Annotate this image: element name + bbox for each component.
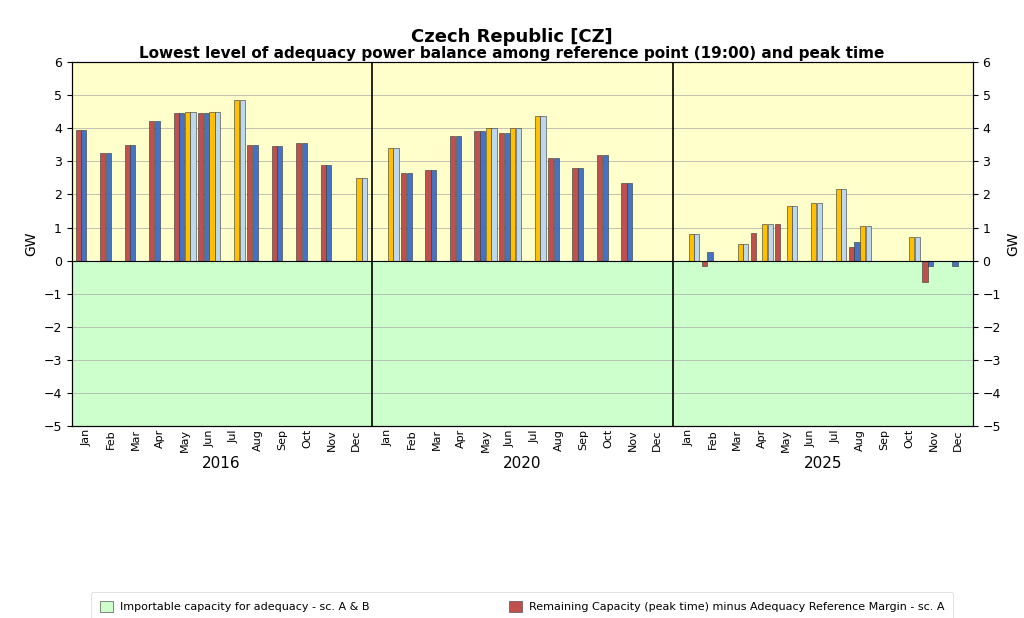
Bar: [817, 203, 822, 261]
Bar: [485, 128, 490, 261]
Legend: Importable capacity for adequacy - sc. A & B, Exportable capacity for adequacy -: Importable capacity for adequacy - sc. A…: [91, 593, 953, 618]
Bar: [751, 232, 756, 261]
Bar: [909, 237, 914, 261]
Bar: [190, 111, 196, 261]
Bar: [204, 113, 209, 261]
Bar: [516, 128, 521, 261]
Bar: [233, 100, 239, 261]
Bar: [431, 169, 436, 261]
Bar: [860, 226, 865, 261]
Bar: [425, 169, 430, 261]
Bar: [400, 173, 407, 261]
Bar: [240, 100, 245, 261]
Bar: [865, 226, 871, 261]
Bar: [296, 143, 301, 261]
Bar: [793, 206, 798, 261]
Bar: [688, 234, 693, 261]
Bar: [708, 252, 713, 261]
Bar: [786, 206, 792, 261]
Bar: [952, 261, 957, 266]
Bar: [327, 164, 332, 261]
Bar: [492, 128, 497, 261]
Bar: [388, 148, 393, 261]
Bar: [572, 168, 578, 261]
Bar: [130, 145, 135, 261]
Bar: [849, 247, 854, 261]
Bar: [811, 203, 816, 261]
Bar: [836, 189, 841, 261]
Bar: [253, 145, 258, 261]
Bar: [701, 261, 707, 266]
Bar: [100, 153, 105, 261]
Bar: [407, 173, 412, 261]
Bar: [81, 130, 86, 261]
Bar: [775, 224, 780, 261]
Bar: [597, 154, 602, 261]
Bar: [627, 183, 632, 261]
Bar: [125, 145, 130, 261]
Bar: [72, 62, 973, 261]
Bar: [579, 168, 584, 261]
Bar: [854, 242, 859, 261]
Bar: [105, 153, 111, 261]
Bar: [743, 244, 749, 261]
Bar: [510, 128, 515, 261]
Bar: [474, 132, 479, 261]
Bar: [362, 178, 368, 261]
Bar: [155, 122, 160, 261]
Bar: [499, 133, 504, 261]
Bar: [179, 113, 184, 261]
Bar: [185, 111, 190, 261]
Bar: [173, 113, 179, 261]
Y-axis label: GW: GW: [1007, 232, 1021, 256]
Bar: [198, 113, 203, 261]
Bar: [505, 133, 510, 261]
Text: 2020: 2020: [503, 456, 542, 472]
Bar: [302, 143, 307, 261]
Bar: [321, 164, 326, 261]
Bar: [278, 146, 283, 261]
Bar: [737, 244, 742, 261]
Bar: [914, 237, 920, 261]
Bar: [548, 158, 553, 261]
Text: 2025: 2025: [804, 456, 843, 472]
Bar: [694, 234, 699, 261]
Y-axis label: GW: GW: [24, 232, 38, 256]
Bar: [928, 261, 933, 266]
Bar: [541, 116, 546, 261]
Bar: [602, 154, 608, 261]
Bar: [150, 122, 155, 261]
Bar: [247, 145, 252, 261]
Bar: [393, 148, 398, 261]
Bar: [762, 224, 767, 261]
Bar: [923, 261, 928, 282]
Bar: [768, 224, 773, 261]
Text: Czech Republic [CZ]: Czech Republic [CZ]: [412, 28, 612, 46]
Bar: [72, 261, 973, 426]
Bar: [271, 146, 276, 261]
Bar: [209, 111, 214, 261]
Text: 2016: 2016: [202, 456, 241, 472]
Bar: [535, 116, 540, 261]
Bar: [450, 137, 455, 261]
Bar: [842, 189, 847, 261]
Bar: [622, 183, 627, 261]
Bar: [456, 137, 461, 261]
Bar: [76, 130, 81, 261]
Bar: [554, 158, 559, 261]
Bar: [356, 178, 361, 261]
Text: Lowest level of adequacy power balance among reference point (19:00) and peak ti: Lowest level of adequacy power balance a…: [139, 46, 885, 61]
Bar: [480, 132, 485, 261]
Bar: [215, 111, 220, 261]
